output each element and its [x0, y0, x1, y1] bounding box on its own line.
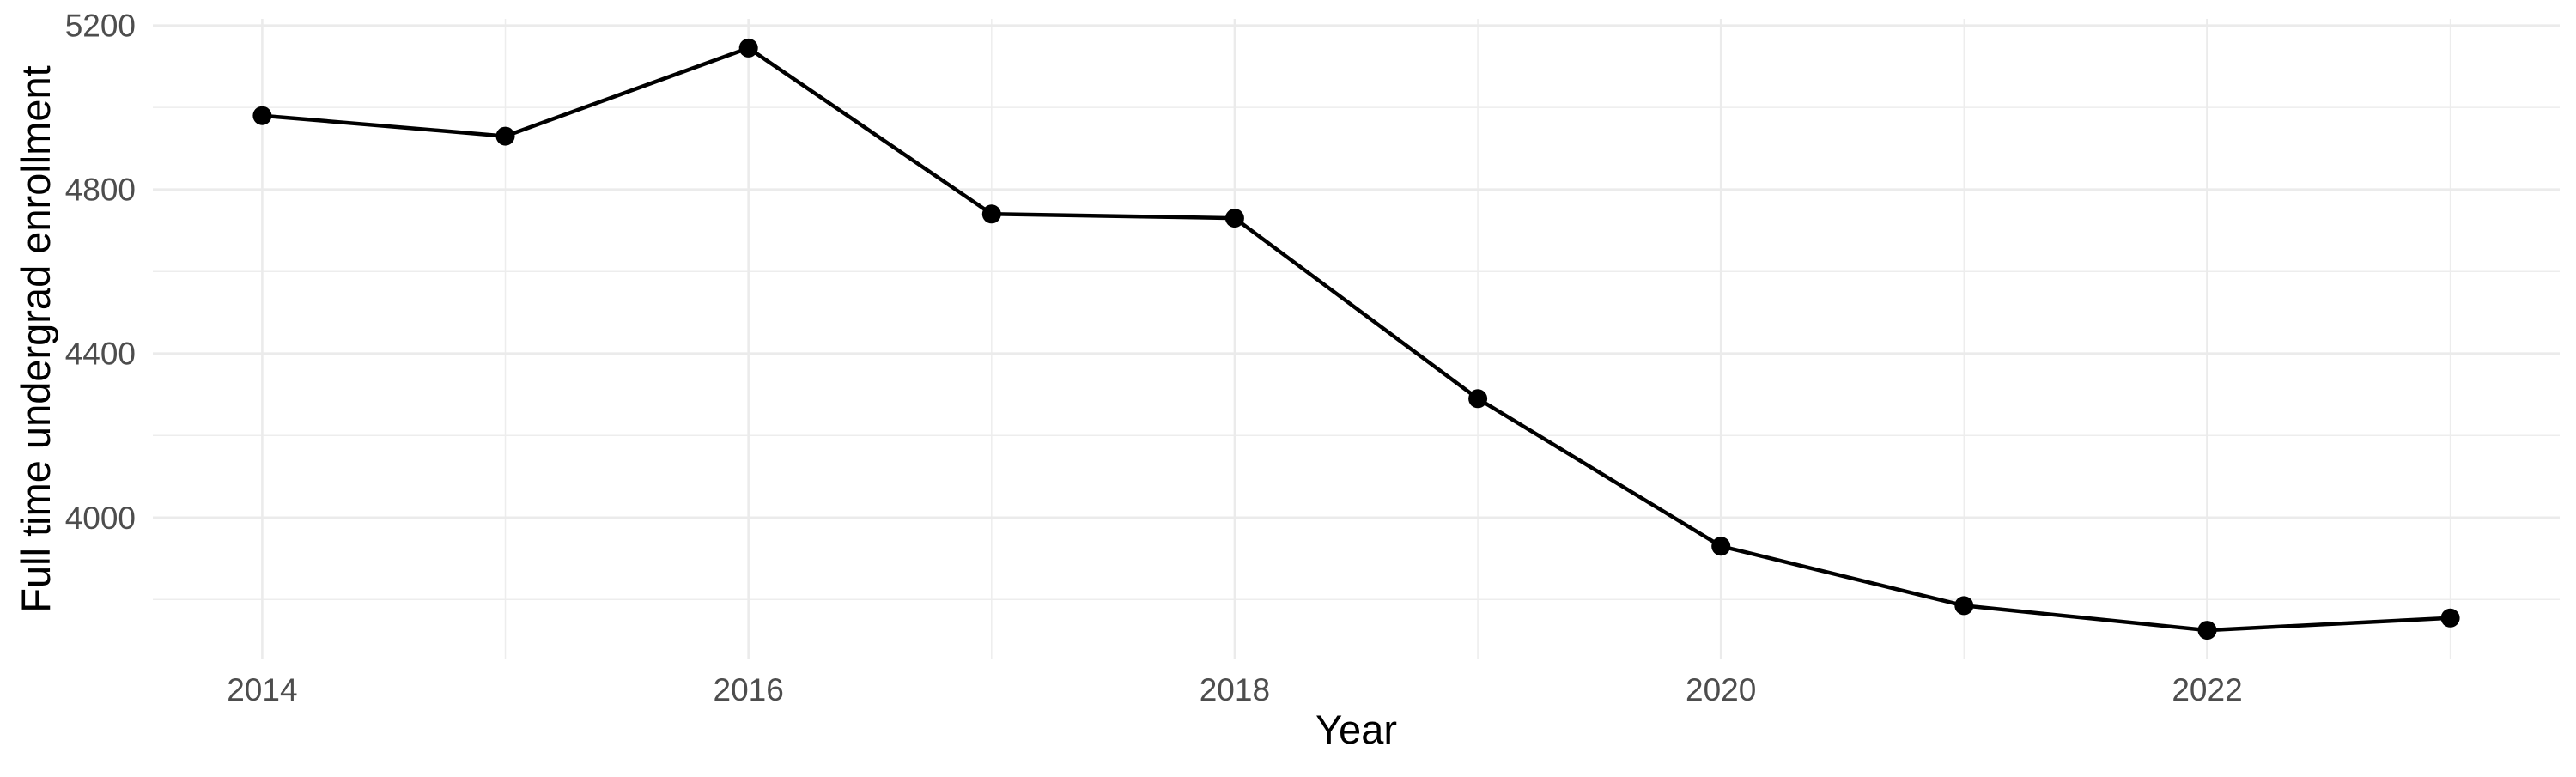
- y-axis-tick-labels: 4000 4400 4800 5200: [65, 9, 136, 536]
- y-tick-label-4000: 4000: [65, 501, 136, 536]
- x-axis-tick-labels: 2014 2016 2018 2020 2022: [227, 672, 2242, 707]
- data-point-2023: [2440, 608, 2460, 628]
- enrollment-data-points: [252, 38, 2460, 640]
- y-tick-label-5200: 5200: [65, 9, 136, 44]
- gridlines-major: [153, 19, 2560, 659]
- data-point-2020: [1711, 537, 1731, 556]
- x-tick-label-2018: 2018: [1200, 672, 1270, 707]
- data-point-2021: [1954, 596, 1974, 616]
- x-tick-label-2022: 2022: [2172, 672, 2242, 707]
- gridlines-minor: [153, 19, 2560, 659]
- data-point-2019: [1468, 389, 1488, 409]
- x-tick-label-2020: 2020: [1686, 672, 1756, 707]
- x-tick-label-2014: 2014: [227, 672, 297, 707]
- data-point-2022: [2197, 621, 2217, 640]
- enrollment-series-line: [260, 46, 2452, 633]
- x-axis-title: Year: [1315, 707, 1397, 752]
- data-point-2015: [495, 126, 515, 146]
- x-tick-label-2016: 2016: [714, 672, 784, 707]
- data-point-2018: [1224, 209, 1244, 228]
- data-point-2014: [252, 106, 272, 125]
- y-tick-label-4400: 4400: [65, 337, 136, 372]
- y-axis-title: Full time undergrad enrollment: [13, 65, 58, 612]
- data-point-2017: [981, 204, 1001, 224]
- data-point-2016: [738, 38, 758, 58]
- y-tick-label-4800: 4800: [65, 173, 136, 208]
